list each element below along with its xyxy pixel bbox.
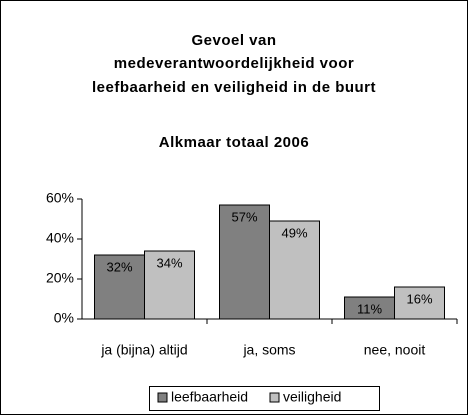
legend-label: leefbaarheid [171, 389, 248, 405]
value-label: 34% [156, 255, 182, 270]
y-tick-label: 0% [54, 310, 74, 326]
value-label: 11% [357, 301, 382, 316]
value-label: 57% [231, 209, 257, 224]
value-label: 32% [106, 259, 132, 274]
chart-title: medeverantwoordelijkheid voor [114, 55, 354, 72]
y-tick-label: 20% [46, 270, 74, 286]
chart-title: Gevoel van [191, 32, 276, 49]
y-tick-label: 60% [46, 190, 74, 206]
x-tick-label: ja (bijna) altijd [100, 342, 187, 358]
value-label: 16% [406, 291, 432, 306]
bar [144, 250, 195, 320]
legend-box [149, 386, 380, 411]
bar [394, 286, 445, 320]
x-tick-label: nee, nooit [364, 342, 426, 358]
legend-label: veiligheid [283, 389, 341, 405]
chart-subtitle: Alkmaar totaal 2006 [159, 134, 309, 151]
x-tick-label: ja, soms [242, 342, 295, 358]
legend-swatch [157, 392, 168, 403]
y-tick-label: 40% [46, 230, 74, 246]
value-label: 49% [281, 225, 307, 240]
bar [269, 220, 320, 320]
bar [219, 204, 270, 320]
legend-swatch [269, 392, 280, 403]
chart-title: leefbaarheid en veiligheid in de buurt [92, 79, 376, 96]
